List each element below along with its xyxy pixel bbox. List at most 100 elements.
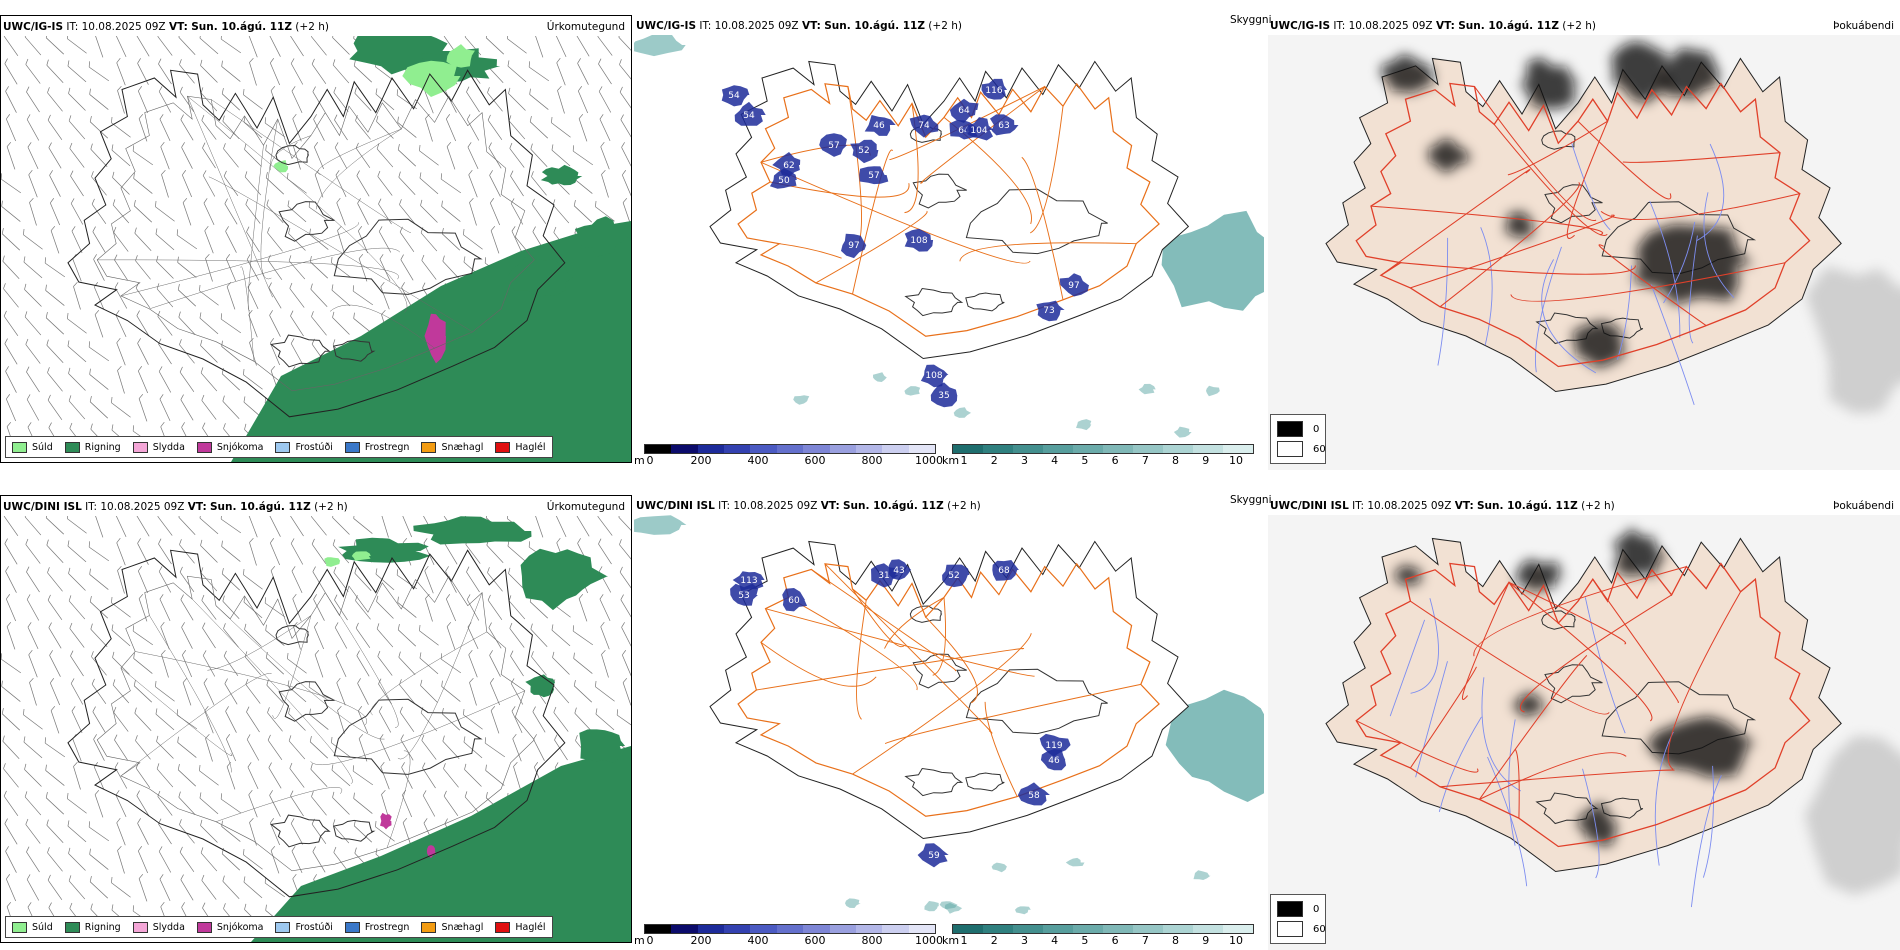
barb-shaft [200, 345, 218, 363]
barb-shaft [332, 824, 350, 844]
barb-shaft [378, 711, 392, 733]
wind-barb [441, 680, 461, 702]
wind-barb [93, 734, 105, 761]
barb-feather [44, 257, 46, 264]
colorbar-unit: km [942, 454, 960, 467]
barb-shaft [134, 232, 152, 252]
barb-shaft [290, 343, 304, 365]
colorbar-segment [855, 445, 883, 453]
wind-barb [600, 141, 610, 170]
wind-barb [92, 706, 106, 733]
barb-feather [511, 226, 516, 232]
glacier [904, 767, 964, 797]
barb-shaft [399, 231, 415, 253]
barb-shaft [597, 36, 613, 56]
barb-shaft [26, 119, 40, 141]
wind-barb [177, 736, 197, 758]
road [325, 592, 399, 728]
barb-shaft [25, 824, 41, 844]
barb-shaft [490, 710, 500, 734]
barb-feather [397, 596, 399, 603]
barb-shaft [599, 118, 611, 142]
barb-shaft [379, 738, 391, 762]
wind-barb [203, 678, 215, 706]
river [1702, 765, 1714, 878]
wind-barb [179, 819, 195, 844]
barb-shaft [289, 288, 305, 308]
barb-feather [620, 114, 624, 120]
barb-feather [88, 341, 90, 348]
barb-feather [28, 649, 33, 656]
barb-feather [138, 873, 144, 879]
barb-shaft [355, 147, 371, 169]
colorbar-tick: 400 [747, 934, 769, 947]
wind-barb [249, 537, 257, 566]
wind-barb [269, 516, 281, 537]
barb-feather [134, 227, 137, 234]
barb-feather [398, 171, 401, 178]
barb-feather [220, 313, 222, 320]
road [1410, 600, 1610, 715]
barb-feather [396, 569, 398, 576]
barb-shaft [28, 654, 38, 678]
barb-feather [490, 678, 495, 684]
wind-barb [445, 114, 457, 142]
barb-feather [600, 141, 605, 148]
it-value: 10.08.2025 09Z [1348, 20, 1433, 32]
barb-shaft [532, 711, 546, 733]
wind-barb [94, 309, 104, 338]
barb-feather [136, 310, 140, 316]
fog-index-cell [1611, 41, 1671, 104]
colorbar-tick: 1000 [915, 934, 943, 947]
barb-shaft [600, 626, 610, 650]
barb-shaft [111, 402, 131, 418]
barb-shaft [94, 314, 104, 338]
barb-feather [50, 225, 56, 231]
wind-barb [117, 365, 125, 394]
wind-barb [399, 226, 415, 253]
barb-feather [67, 820, 70, 827]
road [1514, 749, 1520, 819]
barb-shaft [26, 879, 40, 901]
road [1021, 156, 1064, 300]
barb-feather [200, 87, 204, 94]
barb-feather [488, 142, 492, 148]
barb-shaft [1, 686, 21, 702]
wind-barb [28, 649, 38, 678]
barb-feather [47, 874, 51, 881]
barb-feather [1, 173, 2, 180]
barb-shaft [399, 204, 415, 224]
panel-header: UWC/DINI ISL IT: 10.08.2025 09Z VT: Sun.… [3, 498, 629, 516]
barb-shaft [138, 598, 148, 622]
barb-shaft [29, 682, 37, 706]
barb-feather [288, 735, 292, 742]
barb-shaft [45, 770, 65, 786]
barb-shaft [445, 598, 457, 622]
cloud-base-cell [864, 115, 896, 136]
wind-barb [598, 538, 612, 565]
row-top: UWC/IG-IS IT: 10.08.2025 09Z VT: Sun. 10… [0, 0, 1900, 470]
barb-feather [226, 734, 231, 740]
wind-barb [116, 337, 126, 366]
barb-shaft [249, 342, 257, 366]
barb-feather [358, 733, 364, 739]
barb-shaft [287, 658, 307, 674]
road [920, 86, 1045, 184]
wind-barb [376, 115, 394, 139]
fog-legend-row: 60 [1277, 921, 1326, 937]
precip-map [1, 516, 631, 942]
barb-feather [575, 735, 578, 741]
barb-feather [332, 539, 336, 546]
wind-barb [137, 58, 149, 85]
it-value: 10.08.2025 09Z [733, 500, 818, 512]
colorbar-tick: 10 [1229, 454, 1243, 467]
barb-feather [47, 847, 50, 853]
precip-map [1, 36, 631, 462]
barb-shaft [264, 882, 286, 898]
barb-feather [243, 596, 246, 603]
barb-feather [200, 847, 204, 854]
barb-feather [112, 651, 115, 658]
barb-shaft [88, 346, 110, 362]
legend-item: Haglél [495, 921, 546, 933]
legend-swatch [495, 441, 511, 453]
